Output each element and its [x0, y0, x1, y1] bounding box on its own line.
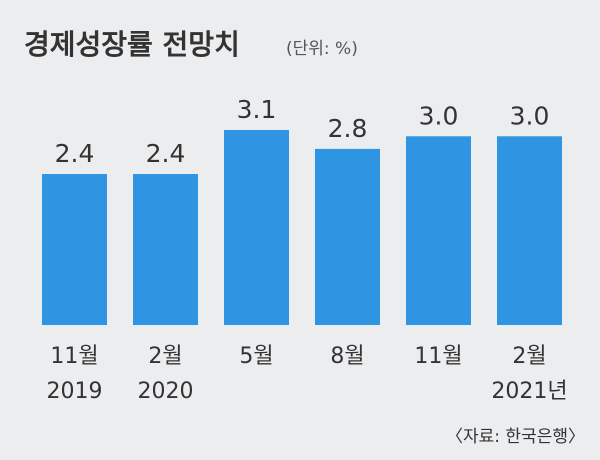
tick-label-year-2: 2020 [138, 379, 194, 404]
value-label-5: 3.0 [419, 101, 459, 130]
bar-3 [224, 130, 289, 325]
tick-label-year-1: 2019 [47, 379, 103, 404]
bars-group [42, 130, 562, 325]
tick-label-month-6: 2월 [512, 344, 546, 369]
value-label-3: 3.1 [237, 95, 277, 124]
value-label-4: 2.8 [328, 114, 368, 143]
tick-label-month-1: 11월 [50, 344, 98, 369]
value-labels-group: 2.4 2.4 3.1 2.8 3.0 3.0 [55, 95, 550, 168]
bar-2 [133, 174, 198, 325]
bar-1 [42, 174, 107, 325]
tick-label-year-6: 2021년 [491, 379, 567, 404]
bar-4 [315, 148, 380, 325]
value-label-6: 3.0 [510, 101, 550, 130]
bar-5 [406, 136, 471, 325]
tick-label-month-5: 11월 [414, 344, 462, 369]
chart-title: 경제성장률 전망치 [24, 28, 240, 61]
chart-unit: (단위: %) [286, 39, 358, 59]
value-label-2: 2.4 [146, 139, 186, 168]
tick-label-month-4: 8월 [330, 344, 364, 369]
value-label-1: 2.4 [55, 139, 95, 168]
source-label: 〈자료: 한국은행〉 [446, 427, 585, 447]
x-axis-tick-labels: 11월 2019 2월 2020 5월 8월 11월 2월 2021년 [47, 344, 568, 404]
bar-6 [497, 136, 562, 325]
tick-label-month-3: 5월 [239, 344, 273, 369]
tick-label-month-2: 2월 [148, 344, 182, 369]
